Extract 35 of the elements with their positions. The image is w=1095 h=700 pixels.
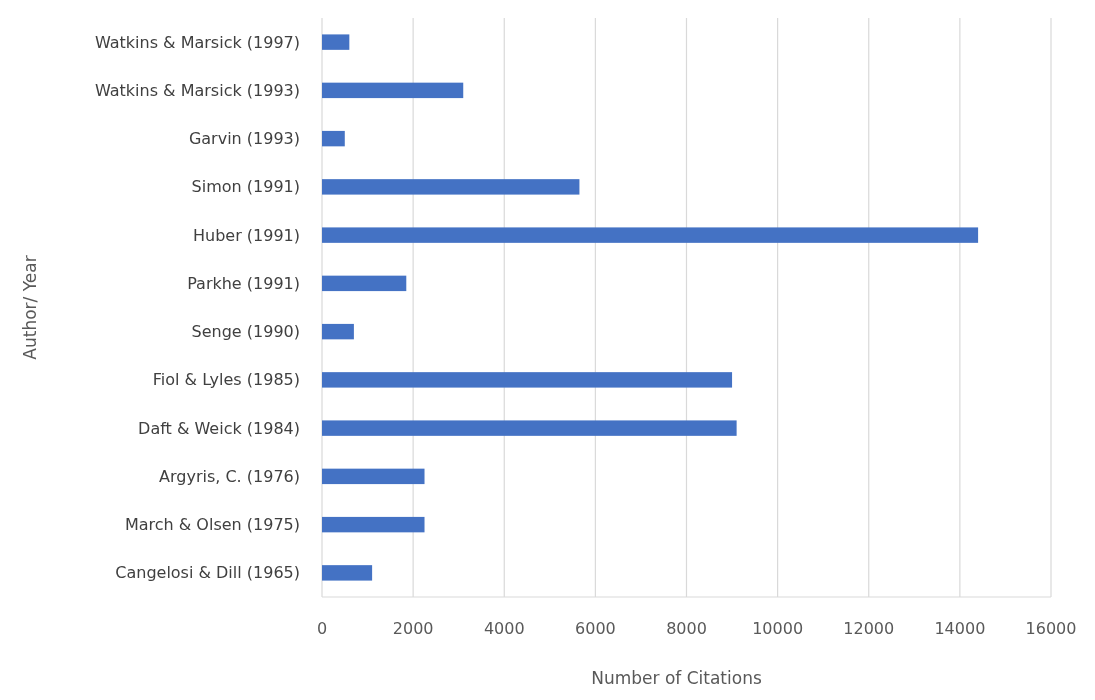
x-tick-label: 8000 bbox=[666, 619, 707, 638]
y-tick-label: Fiol & Lyles (1985) bbox=[152, 370, 300, 390]
bar bbox=[322, 420, 737, 436]
y-tick-label: Garvin (1993) bbox=[188, 129, 300, 149]
bar bbox=[322, 275, 407, 292]
y-tick-label: Parkhe (1991) bbox=[187, 273, 300, 293]
x-tick-label: 14000 bbox=[934, 619, 986, 638]
x-tick-label: 2000 bbox=[392, 619, 434, 638]
bar bbox=[322, 516, 425, 533]
x-tick-label: 0 bbox=[316, 619, 328, 638]
bar bbox=[322, 227, 979, 243]
bar bbox=[322, 130, 345, 147]
y-tick-label: Huber (1991) bbox=[192, 225, 300, 245]
bar bbox=[322, 34, 350, 50]
bar bbox=[322, 323, 354, 340]
x-tick-label: 12000 bbox=[843, 619, 895, 638]
y-axis-title: Author/ Year bbox=[20, 255, 40, 360]
y-tick-label: Cangelosi & Dill (1965) bbox=[115, 563, 300, 583]
y-tick-label: Watkins & Marsick (1997) bbox=[94, 32, 300, 52]
bar bbox=[322, 82, 464, 99]
y-tick-label: Daft & Weick (1984) bbox=[138, 418, 300, 438]
x-axis-title: Number of Citations bbox=[591, 668, 762, 688]
y-tick-label: Senge (1990) bbox=[191, 322, 300, 342]
y-tick-label: March & Olsen (1975) bbox=[124, 515, 300, 535]
y-tick-label: Simon (1991) bbox=[191, 177, 300, 197]
x-tick-label: 4000 bbox=[483, 619, 525, 638]
x-tick-label: 10000 bbox=[752, 619, 804, 638]
y-tick-label: Argyris, C. (1976) bbox=[159, 466, 300, 486]
bar bbox=[322, 565, 373, 581]
bar bbox=[322, 179, 580, 195]
y-tick-label: Watkins & Marsick (1993) bbox=[94, 80, 300, 100]
x-tick-label: 16000 bbox=[1025, 619, 1077, 638]
bar bbox=[322, 372, 733, 388]
x-tick-label: 6000 bbox=[575, 619, 616, 638]
bar bbox=[322, 468, 425, 485]
